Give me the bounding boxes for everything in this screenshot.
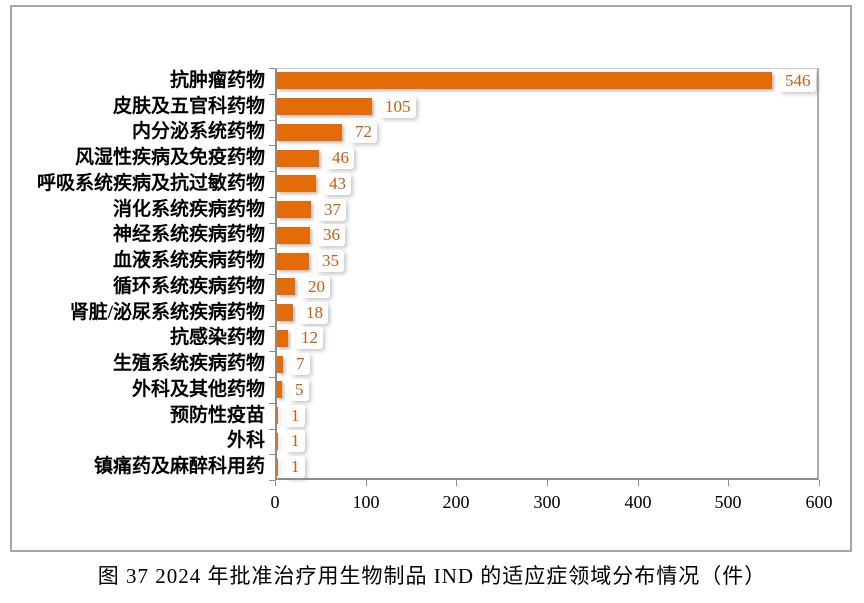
value-label: 546: [780, 69, 816, 92]
value-label: 35: [317, 250, 344, 273]
y-axis-tick: [269, 68, 275, 69]
category-label: 消化系统疾病药物: [112, 198, 265, 220]
y-axis-tick: [269, 454, 275, 455]
category-label: 呼吸系统疾病及抗过敏药物: [36, 172, 265, 194]
category-label: 外科: [226, 430, 265, 452]
category-label: 外科及其他药物: [131, 378, 265, 400]
y-axis-tick: [269, 300, 275, 301]
value-label: 43: [324, 172, 351, 195]
value-label: 7: [291, 353, 310, 376]
value-label: 37: [319, 198, 346, 221]
value-label: 72: [350, 121, 377, 144]
x-axis-tick: [819, 480, 820, 486]
y-axis-tick: [269, 274, 275, 275]
category-label: 风湿性疾病及免疫药物: [74, 147, 265, 169]
x-axis-tick: [547, 480, 548, 486]
category-label: 预防性疫苗: [169, 404, 265, 426]
category-label: 镇痛药及麻醉科用药: [93, 456, 265, 478]
x-axis-tick-label: 600: [805, 492, 833, 512]
x-axis-tick-label: 0: [270, 492, 280, 512]
y-axis-tick: [269, 223, 275, 224]
bar: [277, 278, 295, 296]
bar: [277, 72, 772, 90]
x-axis-tick: [638, 480, 639, 486]
value-label: 20: [303, 275, 330, 298]
x-axis-tick-label: 400: [624, 492, 652, 512]
value-label: 1: [286, 456, 305, 479]
bar: [277, 252, 309, 270]
y-axis-tick: [269, 248, 275, 249]
category-label: 抗感染药物: [169, 327, 265, 349]
category-label: 内分泌系统药物: [131, 121, 265, 143]
value-label: 46: [327, 147, 354, 170]
x-axis-tick-label: 200: [442, 492, 470, 512]
bar: [277, 149, 319, 167]
bar: [277, 432, 278, 450]
value-label: 105: [380, 95, 416, 118]
y-axis-tick: [269, 429, 275, 430]
x-axis-tick-label: 100: [352, 492, 380, 512]
x-axis-tick: [456, 480, 457, 486]
category-label: 抗肿瘤药物: [169, 69, 265, 91]
x-axis-tick: [275, 480, 276, 486]
bar: [277, 175, 316, 193]
y-axis-tick: [269, 403, 275, 404]
plot-area: [275, 68, 819, 480]
x-axis-tick-label: 500: [714, 492, 742, 512]
bar: [277, 329, 288, 347]
bar: [277, 201, 311, 219]
y-axis-tick: [269, 480, 275, 481]
bar: [277, 98, 372, 116]
value-label: 18: [301, 301, 328, 324]
figure-border: 抗肿瘤药物 546 皮肤及五官科药物 105 内分泌系统药物 72 风湿性疾病及免疫药物 46…: [10, 5, 852, 552]
x-axis-tick: [366, 480, 367, 486]
bar: [277, 123, 342, 141]
category-label: 皮肤及五官科药物: [112, 95, 265, 117]
y-axis-tick: [269, 145, 275, 146]
bar: [277, 355, 283, 373]
y-axis-tick: [269, 197, 275, 198]
bar: [277, 407, 278, 425]
value-label: 5: [290, 378, 309, 401]
x-axis-tick: [728, 480, 729, 486]
category-label: 循环系统疾病药物: [112, 275, 265, 297]
y-axis-tick: [269, 326, 275, 327]
category-label: 生殖系统疾病药物: [112, 353, 265, 375]
y-axis-tick: [269, 351, 275, 352]
value-label: 36: [318, 224, 345, 247]
category-label: 神经系统疾病药物: [112, 224, 265, 246]
value-label: 1: [286, 430, 305, 453]
y-axis-tick: [269, 120, 275, 121]
bar: [277, 381, 282, 399]
x-axis-tick-label: 300: [533, 492, 561, 512]
category-label: 血液系统疾病药物: [112, 250, 265, 272]
bar: [277, 458, 278, 476]
bar: [277, 226, 310, 244]
bar: [277, 304, 293, 322]
y-axis-tick: [269, 171, 275, 172]
y-axis-tick: [269, 377, 275, 378]
category-label: 肾脏/泌尿系统疾病药物: [69, 301, 265, 323]
value-label: 1: [286, 404, 305, 427]
figure-caption: 图 37 2024 年批准治疗用生物制品 IND 的适应症领域分布情况（件）: [97, 564, 767, 588]
value-label: 12: [296, 327, 323, 350]
y-axis-tick: [269, 94, 275, 95]
